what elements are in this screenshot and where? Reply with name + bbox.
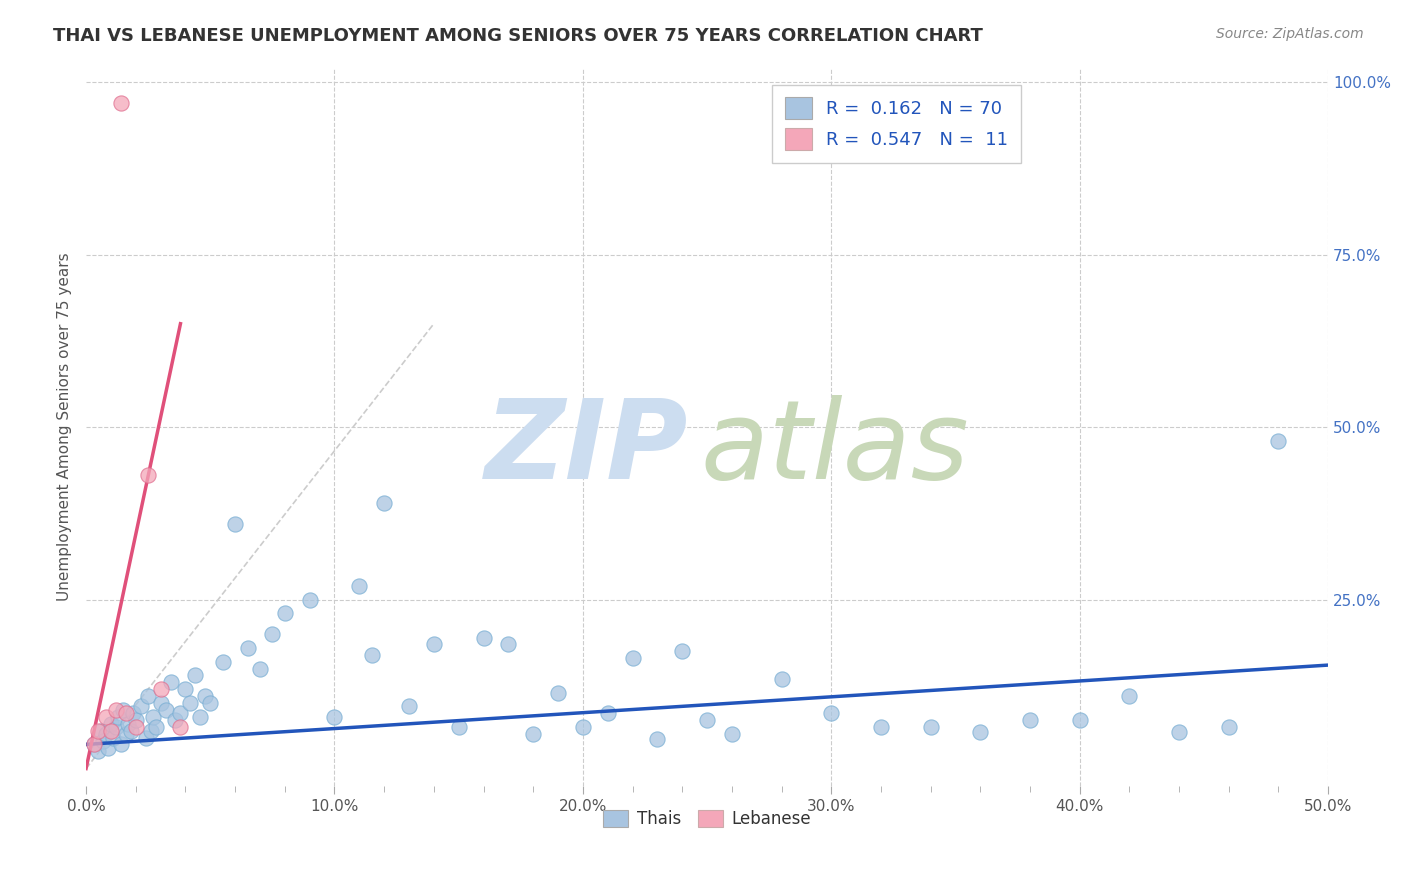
Point <box>104 720 127 734</box>
Point <box>184 668 207 682</box>
Text: atlas: atlas <box>702 395 970 502</box>
Point <box>1019 713 1042 727</box>
Text: THAI VS LEBANESE UNEMPLOYMENT AMONG SENIORS OVER 75 YEARS CORRELATION CHART: THAI VS LEBANESE UNEMPLOYMENT AMONG SENI… <box>53 27 983 45</box>
Legend: Thais, Lebanese: Thais, Lebanese <box>596 804 817 835</box>
Point <box>94 727 117 741</box>
Y-axis label: Unemployment Among Seniors over 75 years: Unemployment Among Seniors over 75 years <box>58 252 72 601</box>
Point <box>349 579 371 593</box>
Point <box>920 720 942 734</box>
Point <box>117 716 139 731</box>
Point <box>696 713 718 727</box>
Point <box>125 720 148 734</box>
Point <box>149 682 172 697</box>
Point <box>90 723 112 738</box>
Point <box>174 682 197 697</box>
Point <box>142 710 165 724</box>
Point <box>135 731 157 745</box>
Point <box>1267 434 1289 448</box>
Point <box>165 713 187 727</box>
Point <box>572 720 595 734</box>
Point <box>125 713 148 727</box>
Point <box>447 720 470 734</box>
Point <box>100 716 122 731</box>
Point <box>522 727 544 741</box>
Point <box>423 637 446 651</box>
Point <box>472 631 495 645</box>
Point <box>820 706 842 721</box>
Point <box>398 699 420 714</box>
Point <box>159 675 181 690</box>
Point <box>107 710 129 724</box>
Point <box>647 731 669 746</box>
Point <box>721 727 744 741</box>
Point <box>298 592 321 607</box>
Point <box>360 648 382 662</box>
Point <box>249 661 271 675</box>
Point <box>323 710 346 724</box>
Point <box>169 720 191 734</box>
Text: ZIP: ZIP <box>485 395 689 502</box>
Point <box>155 703 177 717</box>
Point <box>120 723 142 738</box>
Point <box>200 696 222 710</box>
Point <box>169 706 191 721</box>
Point <box>100 723 122 738</box>
Point <box>114 727 136 741</box>
Point <box>1218 720 1240 734</box>
Point <box>93 734 115 748</box>
Point <box>87 744 110 758</box>
Point <box>110 95 132 110</box>
Point <box>83 738 105 752</box>
Point <box>224 516 246 531</box>
Point <box>179 696 201 710</box>
Point <box>94 710 117 724</box>
Point <box>969 725 991 739</box>
Point <box>145 720 167 734</box>
Point <box>129 699 152 714</box>
Point <box>136 689 159 703</box>
Point <box>103 731 125 745</box>
Point <box>211 655 233 669</box>
Point <box>373 496 395 510</box>
Point <box>83 738 105 752</box>
Point <box>547 686 569 700</box>
Point <box>87 723 110 738</box>
Point <box>770 672 793 686</box>
Point <box>596 706 619 721</box>
Point <box>194 689 217 703</box>
Point <box>671 644 693 658</box>
Point <box>621 651 644 665</box>
Point <box>136 468 159 483</box>
Text: Source: ZipAtlas.com: Source: ZipAtlas.com <box>1216 27 1364 41</box>
Point <box>1168 725 1191 739</box>
Point <box>236 640 259 655</box>
Point <box>188 710 211 724</box>
Point <box>274 607 297 621</box>
Point <box>97 740 120 755</box>
Point <box>870 720 893 734</box>
Point <box>262 627 284 641</box>
Point <box>1118 689 1140 703</box>
Point <box>104 703 127 717</box>
Point <box>114 706 136 721</box>
Point <box>149 696 172 710</box>
Point <box>498 637 520 651</box>
Point <box>112 703 135 717</box>
Point <box>139 723 162 738</box>
Point <box>1069 713 1091 727</box>
Point <box>122 706 145 721</box>
Point <box>110 738 132 752</box>
